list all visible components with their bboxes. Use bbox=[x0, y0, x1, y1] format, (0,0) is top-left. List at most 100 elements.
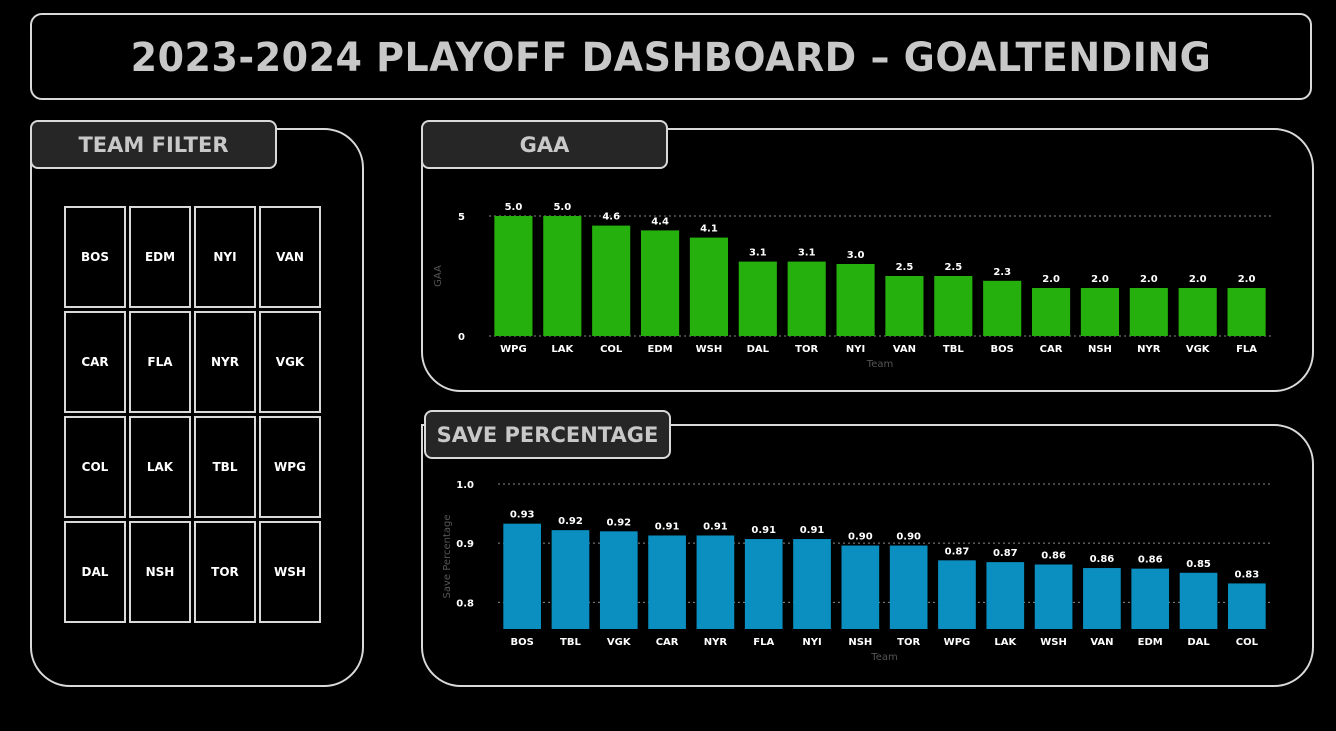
gaa-x-tick-label: FLA bbox=[1236, 344, 1257, 355]
gaa-x-tick-label: NYR bbox=[1137, 344, 1161, 355]
gaa-chart: 0 5 GAA 5.0 WPG 5.0 LAK 4.6 COL 4.4 EDM 4.1 WSH 3.1 DA… bbox=[433, 202, 1271, 370]
gaa-data-label: 2.0 bbox=[1238, 274, 1256, 285]
gaa-bar-wsh bbox=[689, 237, 728, 336]
gaa-bar-bos bbox=[983, 280, 1022, 336]
team-filter-nsh[interactable]: NSH bbox=[129, 521, 191, 623]
save-percentage-x-tick-label: WPG bbox=[944, 637, 971, 648]
save-percentage-data-label: 0.86 bbox=[1138, 555, 1163, 566]
gaa-bar-car bbox=[1032, 288, 1071, 336]
gaa-data-label: 4.1 bbox=[700, 224, 718, 235]
team-filter-nyi[interactable]: NYI bbox=[194, 206, 256, 308]
save-percentage-bar-nyi bbox=[793, 539, 831, 629]
save-percentage-bar-tbl bbox=[551, 530, 590, 629]
gaa-bar-lak bbox=[543, 216, 582, 336]
save-percentage-x-tick-label: NYI bbox=[802, 637, 821, 648]
save-percentage-bar-car bbox=[648, 535, 686, 629]
save-percentage-data-label: 0.90 bbox=[896, 532, 921, 543]
save-percentage-bar-wsh bbox=[1034, 564, 1073, 629]
team-filter-tor[interactable]: TOR bbox=[194, 521, 256, 623]
gaa-y-tick-label: 0 bbox=[458, 332, 465, 343]
gaa-bar-tbl bbox=[934, 276, 973, 336]
gaa-data-label: 3.1 bbox=[749, 248, 767, 259]
gaa-bar-col bbox=[592, 225, 631, 336]
gaa-x-tick-label: BOS bbox=[991, 344, 1014, 355]
team-filter-fla[interactable]: FLA bbox=[129, 311, 191, 413]
team-filter-wsh[interactable]: WSH bbox=[259, 521, 321, 623]
save-percentage-data-label: 0.91 bbox=[703, 521, 728, 532]
gaa-data-label: 5.0 bbox=[505, 202, 523, 213]
team-filter-lak[interactable]: LAK bbox=[129, 416, 191, 518]
team-filter-nyr[interactable]: NYR bbox=[194, 311, 256, 413]
gaa-data-label: 2.0 bbox=[1091, 274, 1109, 285]
gaa-panel bbox=[421, 128, 1314, 392]
save-percentage-chart: 0.8 0.9 1.0 Save Percentage 0.93 BOS 0.92 TBL 0.… bbox=[442, 480, 1271, 663]
save-percentage-x-tick-label: DAL bbox=[1187, 637, 1210, 648]
team-filter-car[interactable]: CAR bbox=[64, 311, 126, 413]
save-percentage-data-label: 0.91 bbox=[751, 525, 776, 536]
save-percentage-panel-title: SAVE PERCENTAGE bbox=[424, 410, 671, 459]
save-percentage-x-tick-label: WSH bbox=[1040, 637, 1067, 648]
save-percentage-bar-dal bbox=[1179, 572, 1218, 629]
gaa-x-tick-label: EDM bbox=[648, 344, 673, 355]
team-filter-edm[interactable]: EDM bbox=[129, 206, 191, 308]
gaa-bar-van bbox=[885, 276, 924, 336]
gaa-data-label: 2.5 bbox=[896, 262, 914, 273]
save-percentage-x-tick-label: VAN bbox=[1090, 637, 1113, 648]
dashboard-header: 2023-2024 PLAYOFF DASHBOARD – GOALTENDIN… bbox=[30, 13, 1312, 100]
save-percentage-data-label: 0.93 bbox=[510, 510, 535, 521]
gaa-bar-vgk bbox=[1178, 288, 1217, 336]
gaa-x-tick-label: DAL bbox=[747, 344, 770, 355]
team-filter-title: TEAM FILTER bbox=[30, 120, 277, 169]
save-percentage-x-tick-label: NSH bbox=[848, 637, 872, 648]
gaa-x-tick-label: NYI bbox=[846, 344, 865, 355]
gaa-x-tick-label: LAK bbox=[551, 344, 574, 355]
save-percentage-x-tick-label: LAK bbox=[994, 637, 1017, 648]
save-percentage-x-tick-label: COL bbox=[1236, 637, 1259, 648]
team-filter-dal[interactable]: DAL bbox=[64, 521, 126, 623]
gaa-bar-nsh bbox=[1080, 288, 1119, 336]
save-percentage-data-label: 0.91 bbox=[800, 525, 825, 536]
team-filter-grid: BOS EDM NYI VAN CAR FLA NYR VGK COL LAK TBL WPG DAL N… bbox=[64, 206, 322, 624]
gaa-data-label: 5.0 bbox=[553, 202, 571, 213]
dashboard-title: 2023-2024 PLAYOFF DASHBOARD – GOALTENDIN… bbox=[130, 33, 1212, 80]
save-percentage-bar-nyr bbox=[696, 535, 735, 629]
gaa-data-label: 2.3 bbox=[993, 267, 1011, 278]
save-percentage-data-label: 0.83 bbox=[1235, 569, 1260, 580]
save-percentage-bar-wpg bbox=[938, 560, 976, 629]
team-filter-vgk[interactable]: VGK bbox=[259, 311, 321, 413]
gaa-data-label: 2.0 bbox=[1042, 274, 1060, 285]
save-percentage-x-tick-label: TOR bbox=[897, 637, 920, 648]
gaa-x-tick-label: WSH bbox=[696, 344, 723, 355]
gaa-bar-nyi bbox=[836, 264, 875, 336]
team-filter-tbl[interactable]: TBL bbox=[194, 416, 256, 518]
team-filter-bos[interactable]: BOS bbox=[64, 206, 126, 308]
save-percentage-x-tick-label: NYR bbox=[704, 637, 728, 648]
save-percentage-bar-van bbox=[1083, 568, 1121, 629]
save-percentage-y-tick-label: 0.9 bbox=[456, 539, 474, 550]
gaa-data-label: 3.0 bbox=[847, 250, 865, 261]
save-percentage-data-label: 0.91 bbox=[655, 521, 680, 532]
gaa-bar-edm bbox=[641, 230, 680, 336]
save-percentage-panel bbox=[421, 424, 1314, 687]
gaa-x-axis-label: Team bbox=[866, 359, 893, 370]
team-filter-wpg[interactable]: WPG bbox=[259, 416, 321, 518]
team-filter-col[interactable]: COL bbox=[64, 416, 126, 518]
save-percentage-bar-nsh bbox=[841, 545, 880, 629]
gaa-x-tick-label: CAR bbox=[1040, 344, 1063, 355]
save-percentage-data-label: 0.90 bbox=[848, 532, 873, 543]
save-percentage-data-label: 0.92 bbox=[606, 517, 631, 528]
gaa-bar-wpg bbox=[494, 216, 533, 336]
team-filter-van[interactable]: VAN bbox=[259, 206, 321, 308]
gaa-data-label: 3.1 bbox=[798, 248, 816, 259]
gaa-data-label: 4.6 bbox=[602, 212, 620, 223]
save-percentage-y-axis-label: Save Percentage bbox=[442, 515, 453, 599]
save-percentage-bar-vgk bbox=[599, 531, 638, 629]
save-percentage-bar-lak bbox=[986, 562, 1025, 629]
save-percentage-bar-tor bbox=[889, 545, 928, 629]
gaa-bar-dal bbox=[738, 261, 777, 336]
save-percentage-bar-fla bbox=[744, 539, 783, 629]
gaa-x-tick-label: VGK bbox=[1186, 344, 1211, 355]
save-percentage-x-tick-label: EDM bbox=[1138, 637, 1163, 648]
gaa-x-tick-label: TBL bbox=[943, 344, 964, 355]
save-percentage-bar-edm bbox=[1131, 568, 1170, 629]
